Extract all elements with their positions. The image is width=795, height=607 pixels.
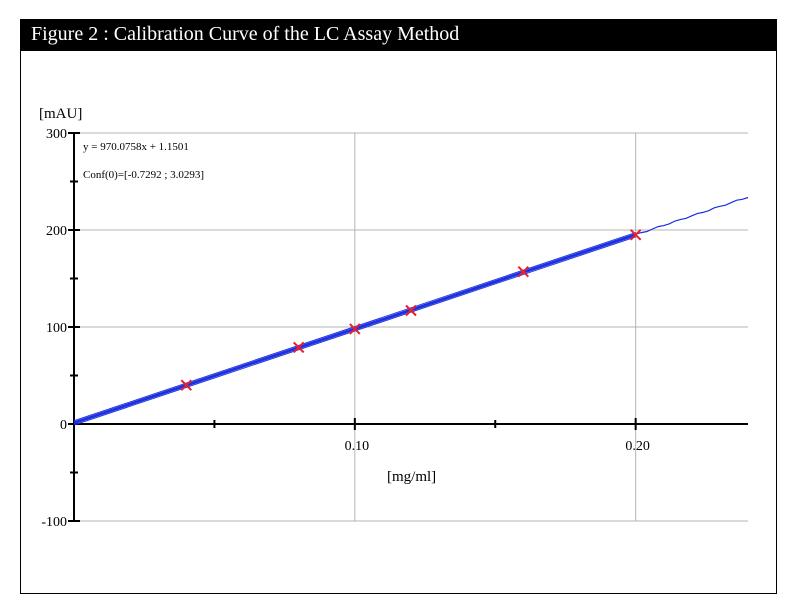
data-point-stroke <box>517 266 530 278</box>
x-tick-label: 0.10 <box>345 439 370 454</box>
fit-line <box>73 236 636 426</box>
title-bar: Figure 2 : Calibration Curve of the LC A… <box>21 20 776 51</box>
y-tick-label: 0 <box>60 418 67 433</box>
data-point-stroke <box>405 304 417 317</box>
y-tick-label: -100 <box>41 515 67 530</box>
data-point <box>180 379 193 391</box>
data-point <box>349 323 361 335</box>
tick-labels: -100 0 100 200 300 0.10 0.20 <box>41 127 650 530</box>
confidence-interval-note: Conf(0)=[-0.7292 ; 3.0293] <box>83 169 204 181</box>
chart-plot: -100 0 100 200 300 0.10 0.20 [mAU] [mg/ml] y =… <box>39 106 749 530</box>
data-point <box>292 341 305 354</box>
figure-frame: Figure 2 : Calibration Curve of the LC A… <box>20 19 777 594</box>
y-tick-label: 100 <box>46 321 67 336</box>
x-axis-label: [mg/ml] <box>387 469 436 485</box>
fit-line-extension <box>635 196 749 235</box>
data-point <box>517 266 530 278</box>
data-point-stroke <box>292 341 305 354</box>
chart-title: Figure 2 : Calibration Curve of the LC A… <box>31 23 460 45</box>
data-point-stroke <box>349 323 361 335</box>
y-tick-label: 200 <box>46 224 67 239</box>
data-point <box>405 304 417 317</box>
data-points <box>180 229 642 391</box>
y-axis-label: [mAU] <box>39 106 82 122</box>
y-tick-label: 300 <box>46 127 67 142</box>
data-point-stroke <box>629 229 642 241</box>
regression-equation: y = 970.0758x + 1.1501 <box>83 141 189 153</box>
axes <box>68 132 748 522</box>
x-tick-label: 0.20 <box>625 439 650 454</box>
fit-line <box>73 232 636 422</box>
data-point <box>629 229 642 241</box>
grid <box>74 132 748 522</box>
data-point-stroke <box>180 379 193 391</box>
